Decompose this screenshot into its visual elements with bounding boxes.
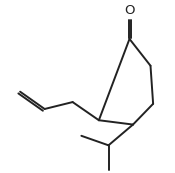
Text: O: O (125, 4, 135, 17)
